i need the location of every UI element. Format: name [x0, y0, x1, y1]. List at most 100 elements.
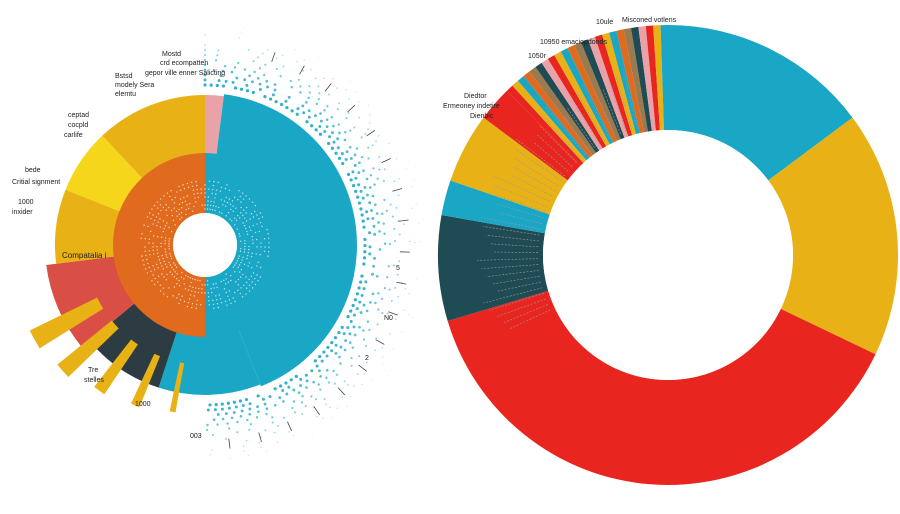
inner-texture-dot	[230, 209, 231, 210]
halo-dot	[318, 355, 321, 358]
halo-dot	[388, 143, 389, 144]
halo-dot	[301, 401, 303, 403]
halo-dot	[294, 49, 295, 50]
halo-dot	[294, 411, 296, 413]
halo-dot	[257, 77, 260, 80]
inner-texture-dot	[261, 226, 262, 227]
halo-dot	[388, 114, 389, 115]
halo-dot	[259, 83, 262, 86]
halo-dot	[353, 385, 355, 387]
inner-texture-dot	[176, 278, 177, 279]
inner-texture-dot	[214, 210, 215, 211]
halo-dot	[429, 255, 430, 256]
inner-texture-dot	[249, 198, 250, 199]
halo-dot	[310, 69, 312, 71]
halo-dot	[296, 113, 299, 116]
halo-dot	[349, 396, 350, 397]
halo-dot	[389, 125, 390, 126]
halo-dot	[319, 112, 322, 115]
inner-texture-dot	[183, 278, 184, 279]
inner-texture-dot	[149, 267, 150, 268]
halo-dot	[366, 217, 369, 220]
halo-dot	[262, 398, 265, 401]
inner-texture-dot	[165, 264, 166, 265]
halo-dot	[344, 139, 347, 142]
inner-texture-dot	[220, 190, 221, 191]
halo-dot	[258, 442, 260, 444]
halo-dot	[244, 28, 245, 29]
inner-texture-dot	[213, 304, 214, 305]
halo-dot	[243, 78, 246, 81]
halo-dot	[393, 348, 394, 349]
inner-texture-dot	[168, 262, 169, 263]
inner-texture-dot	[216, 299, 217, 300]
halo-dot	[278, 396, 281, 399]
inner-texture-dot	[189, 203, 190, 204]
inner-texture-dot	[165, 240, 166, 241]
halo-dot	[315, 78, 317, 80]
inner-texture-dot	[161, 237, 162, 238]
halo-dot	[253, 71, 255, 73]
inner-texture-dot	[237, 267, 238, 268]
inner-texture-dot	[188, 187, 189, 188]
inner-texture-dot	[240, 207, 241, 208]
inner-texture-dot	[165, 204, 166, 205]
inner-texture-dot	[222, 204, 223, 205]
inner-texture-dot	[253, 216, 254, 217]
inner-texture-dot	[252, 243, 253, 244]
halo-dot	[234, 86, 237, 89]
halo-dot	[271, 416, 273, 418]
inner-texture-dot	[209, 180, 210, 181]
halo-dot	[298, 79, 300, 81]
inner-texture-dot	[178, 303, 179, 304]
halo-dot	[216, 84, 219, 87]
inner-texture-dot	[163, 276, 164, 277]
annotation-10950: 10950 emaciopdonds	[540, 39, 607, 46]
halo-dot	[206, 424, 208, 426]
inner-texture-dot	[165, 225, 166, 226]
inner-texture-dot	[170, 271, 171, 272]
inner-texture-dot	[232, 297, 233, 298]
inner-texture-dot	[225, 205, 226, 206]
inner-texture-dot	[202, 284, 203, 285]
halo-dot	[245, 84, 248, 87]
inner-texture-dot	[169, 253, 170, 254]
inner-texture-dot	[194, 291, 195, 292]
halo-dot	[375, 141, 377, 143]
halo-dot	[350, 357, 352, 359]
inner-texture-dot	[201, 292, 202, 293]
inner-texture-dot	[235, 262, 236, 263]
inner-texture-dot	[255, 232, 256, 233]
halo-dot	[394, 240, 396, 242]
annotation-ceptad: ceptad	[68, 112, 89, 119]
halo-dot	[374, 203, 377, 206]
halo-dot	[349, 129, 351, 131]
inner-texture-dot	[232, 200, 233, 201]
inner-texture-dot	[154, 269, 155, 270]
halo-dot	[356, 292, 359, 295]
halo-dot	[354, 190, 357, 193]
halo-dot	[326, 55, 327, 56]
halo-tick	[348, 105, 355, 112]
halo-dot	[334, 152, 337, 155]
halo-dot	[221, 408, 224, 411]
inner-texture-dot	[158, 222, 159, 223]
halo-dot	[233, 411, 236, 414]
halo-dot	[277, 425, 279, 427]
inner-texture-dot	[268, 242, 269, 243]
inner-texture-dot	[142, 260, 143, 261]
inner-texture-dot	[152, 242, 153, 243]
inner-texture-dot	[233, 205, 234, 206]
inner-texture-dot	[251, 256, 252, 257]
halo-dot	[345, 414, 346, 415]
inner-texture-dot	[242, 257, 243, 258]
inner-texture-dot	[157, 253, 158, 254]
halo-dot	[232, 81, 235, 84]
inner-texture-dot	[234, 264, 235, 265]
halo-dot	[381, 312, 383, 314]
halo-dot	[376, 275, 379, 278]
inner-texture-dot	[216, 190, 217, 191]
halo-dot	[320, 120, 323, 123]
halo-dot	[405, 335, 406, 336]
halo-dot	[318, 98, 320, 100]
